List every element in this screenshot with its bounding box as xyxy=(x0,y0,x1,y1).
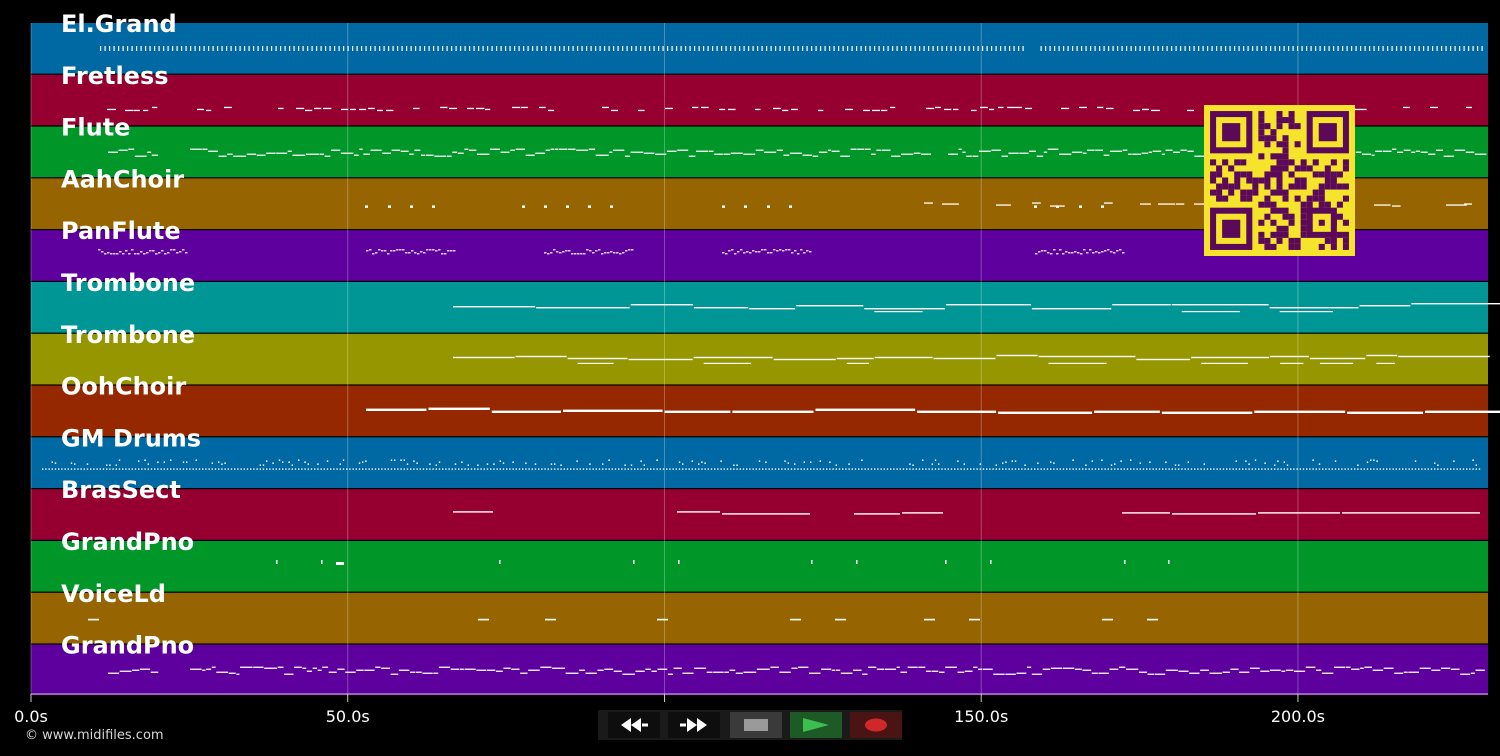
track-name: VoiceLd xyxy=(61,580,166,608)
record-button[interactable] xyxy=(850,712,902,738)
track-name: Flute xyxy=(61,114,130,142)
track-lane xyxy=(31,644,1488,696)
fast-forward-button[interactable] xyxy=(668,712,720,738)
track-notes xyxy=(100,46,1483,51)
track-lane xyxy=(31,385,1500,437)
track-notes xyxy=(98,249,1125,255)
track-notes xyxy=(276,560,1170,565)
rewind-button[interactable] xyxy=(608,712,660,738)
fast-forward-icon xyxy=(680,718,707,732)
track-name: PanFlute xyxy=(61,217,181,245)
track-lane-background xyxy=(31,282,1488,333)
copyright-text: © www.midifiles.com xyxy=(25,728,164,743)
transport-controls xyxy=(598,710,902,740)
track-notes xyxy=(42,459,1481,470)
track-notes xyxy=(453,511,1480,515)
track-notes xyxy=(108,666,1485,675)
track-lane xyxy=(31,592,1488,644)
track-lane-background xyxy=(31,23,1488,74)
rewind-icon xyxy=(621,718,648,732)
qr-code-icon xyxy=(1204,105,1355,256)
track-notes xyxy=(88,618,1158,621)
tick-label: 0.0s xyxy=(14,707,48,726)
play-button[interactable] xyxy=(790,712,842,738)
play-icon xyxy=(803,718,829,732)
tick-label: 50.0s xyxy=(326,707,370,726)
track-name: GrandPno xyxy=(61,528,194,556)
record-icon xyxy=(865,718,887,732)
track-name: GM Drums xyxy=(61,424,201,452)
track-name: El.Grand xyxy=(61,10,177,38)
track-lane xyxy=(31,437,1488,488)
track-lane-background xyxy=(31,333,1488,385)
track-name: OohChoir xyxy=(61,373,186,401)
track-name: Fretless xyxy=(61,62,169,90)
track-lane xyxy=(31,333,1490,385)
track-notes xyxy=(453,303,1500,313)
tick-label: 200.0s xyxy=(1271,707,1325,726)
track-notes xyxy=(366,407,1500,414)
track-lane xyxy=(31,23,1488,74)
track-name: AahChoir xyxy=(61,165,184,193)
track-name: Trombone xyxy=(61,321,195,349)
tick-label: 150.0s xyxy=(954,707,1008,726)
track-lane-background xyxy=(31,437,1488,488)
track-lane xyxy=(31,541,1488,592)
track-name: GrandPno xyxy=(61,632,194,660)
track-lane-background xyxy=(31,592,1488,644)
stop-button[interactable] xyxy=(730,712,782,738)
track-lane xyxy=(31,489,1488,540)
qr-code xyxy=(1204,105,1355,256)
stop-icon xyxy=(744,719,768,731)
track-lane-background xyxy=(31,541,1488,592)
track-name: BrasSect xyxy=(61,476,181,504)
track-lane xyxy=(31,282,1500,333)
track-notes xyxy=(453,354,1490,364)
track-name: Trombone xyxy=(61,269,195,297)
